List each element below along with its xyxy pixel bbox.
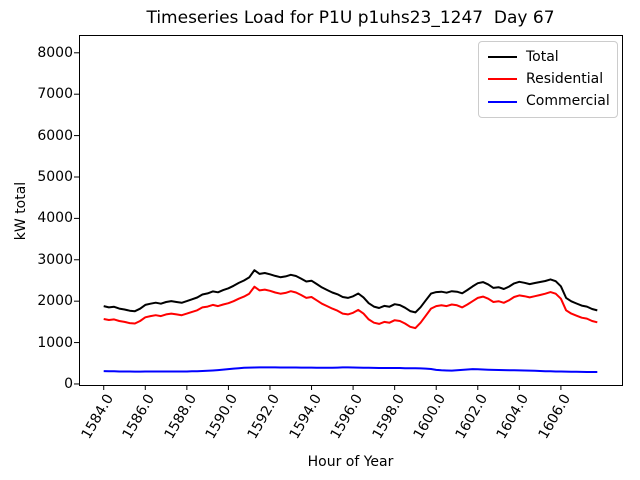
series-line-total [103, 269, 598, 314]
total-line-swatch [488, 56, 517, 59]
y-axis-label: kW total [13, 181, 29, 241]
chart-title: Timeseries Load for P1U p1uhs23_1247 Day… [146, 8, 555, 28]
residential-line-swatch [488, 78, 517, 81]
x-axis-label: Hour of Year [307, 454, 394, 470]
legend-label-total: Total [526, 48, 559, 65]
legend-item-commercial: Commercial [488, 93, 610, 110]
legend: Total Residential Commercial [478, 41, 618, 118]
axes-spines [79, 35, 623, 386]
legend-label-residential: Residential [526, 70, 604, 87]
commercial-line-swatch [488, 100, 517, 103]
legend-item-residential: Residential [488, 71, 608, 88]
legend-item-total: Total [488, 49, 608, 66]
series-line-residential [103, 285, 598, 330]
series-line-commercial [103, 366, 598, 373]
legend-label-commercial: Commercial [526, 93, 610, 110]
